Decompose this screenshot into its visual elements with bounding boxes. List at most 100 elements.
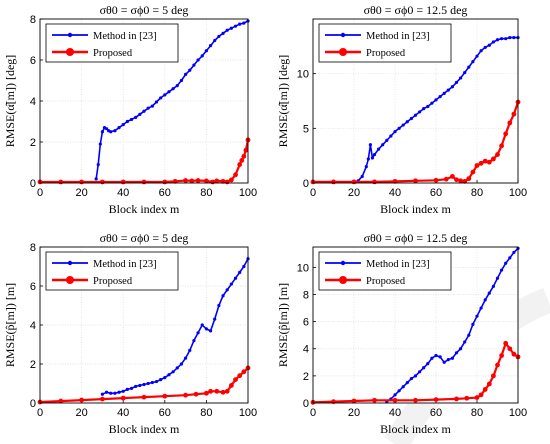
data-point-method bbox=[405, 381, 409, 385]
y-tick-label: 6 bbox=[30, 55, 36, 67]
data-point-method bbox=[397, 389, 401, 393]
data-point-method bbox=[370, 156, 375, 160]
data-point-method bbox=[508, 35, 512, 40]
data-point-method bbox=[491, 40, 495, 44]
data-point-method bbox=[113, 129, 117, 133]
data-point-proposed bbox=[162, 393, 168, 399]
data-point-method bbox=[175, 84, 179, 88]
data-point-method bbox=[467, 65, 471, 69]
data-point-proposed bbox=[189, 178, 195, 184]
data-point-method bbox=[405, 120, 409, 124]
data-point-method bbox=[159, 96, 163, 100]
data-point-proposed bbox=[241, 153, 247, 159]
data-point-proposed bbox=[503, 131, 509, 137]
legend-label-method: Method in [23] bbox=[366, 31, 430, 42]
data-point-proposed bbox=[486, 159, 492, 165]
data-point-proposed bbox=[482, 387, 488, 392]
data-point-proposed bbox=[100, 396, 105, 402]
data-point-method bbox=[508, 256, 512, 260]
plot-frame bbox=[312, 246, 519, 404]
data-point-proposed bbox=[495, 152, 500, 157]
data-point-method bbox=[113, 391, 117, 395]
x-axis-label: Block index m bbox=[380, 422, 451, 436]
y-tick-label: 4 bbox=[30, 320, 36, 332]
data-point-method bbox=[204, 327, 208, 331]
legend-box bbox=[45, 23, 179, 63]
data-point-proposed bbox=[183, 392, 189, 398]
chart-panel-3: 0 20 40 60 80 100 0 2 4 6 8 Method in [23] Proposed σ… bbox=[3, 231, 257, 436]
data-point-proposed bbox=[220, 389, 226, 395]
data-point-method bbox=[221, 31, 225, 35]
data-point-method bbox=[100, 392, 104, 396]
data-point-proposed bbox=[454, 177, 459, 183]
x-tick-label: 20 bbox=[75, 407, 87, 419]
data-point-method bbox=[196, 58, 200, 62]
y-tick-label: 0 bbox=[303, 398, 309, 410]
data-point-method bbox=[225, 288, 229, 292]
data-point-method bbox=[409, 116, 413, 121]
data-point-method bbox=[238, 270, 242, 274]
plot-frame bbox=[39, 246, 249, 404]
data-point-proposed bbox=[511, 111, 517, 117]
data-point-method bbox=[368, 143, 372, 147]
data-point-method bbox=[366, 157, 370, 161]
data-point-method bbox=[200, 323, 204, 327]
data-point-method bbox=[217, 303, 221, 308]
x-tick-label: 40 bbox=[389, 407, 401, 419]
data-point-method bbox=[167, 90, 171, 94]
data-point-method bbox=[242, 264, 246, 269]
data-point-proposed bbox=[162, 179, 168, 185]
data-point-method bbox=[125, 119, 129, 124]
data-point-method bbox=[393, 393, 397, 397]
y-tick-label: 5 bbox=[303, 123, 309, 135]
data-point-proposed bbox=[392, 397, 398, 403]
x-tick-label: 20 bbox=[75, 187, 87, 199]
y-axis-label: RMSE(p̂[m]) [m] bbox=[3, 283, 17, 367]
data-point-method bbox=[475, 314, 479, 318]
data-point-method bbox=[434, 353, 438, 358]
data-point-method bbox=[438, 95, 442, 99]
x-tick-label: 100 bbox=[239, 187, 257, 199]
data-point-method bbox=[385, 138, 389, 142]
data-point-method bbox=[459, 76, 463, 80]
legend-label-method: Method in [23] bbox=[93, 259, 157, 270]
data-point-method bbox=[109, 130, 113, 134]
legend-label-proposed: Proposed bbox=[93, 48, 133, 59]
x-tick-label: 60 bbox=[430, 187, 442, 199]
data-point-method bbox=[184, 72, 188, 76]
data-point-proposed bbox=[58, 179, 64, 185]
data-point-proposed bbox=[228, 383, 234, 388]
data-point-method bbox=[430, 101, 434, 105]
data-point-proposed bbox=[466, 176, 472, 182]
data-point-method bbox=[393, 130, 397, 134]
data-point-method bbox=[184, 356, 188, 360]
legend-marker-proposed bbox=[66, 48, 74, 56]
data-point-method bbox=[426, 104, 430, 109]
data-point-method bbox=[500, 268, 504, 272]
data-point-proposed bbox=[507, 346, 513, 352]
data-point-proposed bbox=[474, 163, 480, 168]
y-tick-label: 10 bbox=[297, 69, 309, 81]
data-point-proposed bbox=[233, 172, 238, 178]
data-point-method bbox=[422, 366, 426, 370]
data-point-proposed bbox=[58, 398, 64, 404]
legend-box bbox=[318, 251, 452, 291]
y-tick-label: 8 bbox=[30, 242, 36, 254]
legend-marker-proposed bbox=[339, 276, 347, 284]
data-point-proposed bbox=[464, 395, 470, 401]
data-point-proposed bbox=[237, 162, 243, 167]
data-point-method bbox=[192, 339, 196, 343]
data-point-method bbox=[142, 382, 146, 387]
data-point-method bbox=[171, 370, 175, 374]
data-point-method bbox=[442, 360, 446, 364]
legend-marker-proposed bbox=[66, 276, 74, 284]
legend-box bbox=[45, 251, 179, 291]
data-point-method bbox=[150, 104, 154, 108]
data-point-proposed bbox=[237, 373, 243, 379]
data-point-method bbox=[446, 88, 450, 92]
legend-label-proposed: Proposed bbox=[366, 276, 406, 287]
y-tick-label: 8 bbox=[303, 289, 309, 301]
x-tick-label: 100 bbox=[239, 407, 257, 419]
data-point-method bbox=[204, 49, 208, 53]
y-tick-label: 10 bbox=[297, 262, 309, 274]
